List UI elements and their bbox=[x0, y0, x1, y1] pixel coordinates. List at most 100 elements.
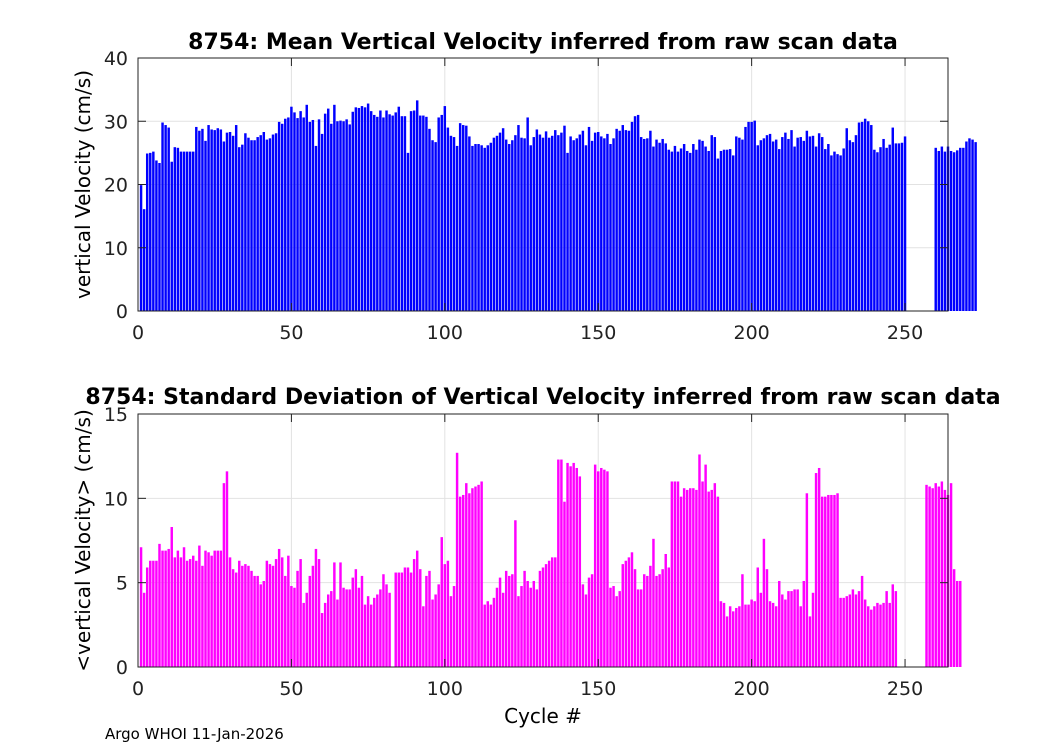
bar bbox=[728, 606, 732, 667]
bar bbox=[661, 569, 664, 667]
bar bbox=[327, 108, 330, 311]
bar bbox=[198, 545, 201, 667]
bar bbox=[882, 138, 885, 311]
bar bbox=[256, 575, 259, 667]
bar bbox=[774, 606, 778, 667]
bar bbox=[253, 140, 256, 311]
bar bbox=[504, 570, 508, 667]
bar bbox=[342, 587, 345, 667]
bar bbox=[139, 547, 143, 667]
bar bbox=[541, 137, 545, 311]
bar bbox=[897, 143, 901, 311]
bar bbox=[587, 577, 591, 667]
bar bbox=[716, 158, 720, 311]
bar bbox=[268, 564, 272, 667]
bar bbox=[394, 112, 397, 312]
bar bbox=[808, 136, 812, 311]
bar bbox=[351, 577, 354, 667]
bar bbox=[259, 135, 262, 311]
bar bbox=[379, 589, 382, 667]
bar bbox=[529, 145, 532, 311]
bar bbox=[290, 586, 293, 667]
bar bbox=[446, 560, 450, 667]
bar bbox=[265, 560, 269, 667]
bar bbox=[244, 133, 247, 311]
x-axis-label: Cycle # bbox=[504, 704, 582, 728]
bar bbox=[903, 136, 907, 311]
bar bbox=[652, 538, 655, 667]
bar bbox=[477, 484, 480, 667]
bar bbox=[891, 127, 894, 311]
bar bbox=[710, 489, 713, 667]
bar bbox=[253, 575, 256, 667]
bar bbox=[142, 592, 146, 667]
bar bbox=[277, 548, 281, 667]
bar bbox=[425, 575, 428, 667]
bar bbox=[185, 151, 189, 311]
y-axis-label: vertical Velocity (cm/s) bbox=[71, 70, 95, 299]
bar bbox=[621, 125, 624, 311]
bar bbox=[833, 151, 836, 311]
bar bbox=[965, 141, 968, 311]
bar bbox=[458, 123, 462, 312]
bar bbox=[465, 483, 468, 667]
bar bbox=[744, 126, 747, 311]
bar bbox=[738, 606, 741, 667]
bar bbox=[732, 155, 735, 311]
bar bbox=[768, 601, 772, 667]
bar bbox=[934, 147, 937, 311]
x-tick-label: 0 bbox=[132, 678, 144, 700]
bar bbox=[876, 152, 879, 311]
bar bbox=[943, 489, 947, 667]
bar bbox=[504, 139, 508, 311]
bar bbox=[590, 574, 594, 667]
bar bbox=[299, 559, 302, 667]
bar bbox=[234, 572, 238, 667]
bar bbox=[145, 153, 149, 311]
bar bbox=[458, 496, 462, 667]
bar bbox=[480, 481, 483, 667]
y-tick-label: 0 bbox=[116, 301, 128, 323]
bar bbox=[879, 147, 882, 311]
bar bbox=[394, 572, 397, 667]
bar bbox=[357, 107, 361, 311]
bar bbox=[615, 596, 618, 667]
bar bbox=[676, 151, 680, 311]
bar bbox=[514, 520, 517, 667]
bar bbox=[836, 493, 839, 667]
y-tick-label: 5 bbox=[116, 573, 128, 595]
bar bbox=[741, 139, 744, 311]
bar bbox=[581, 130, 585, 311]
bar bbox=[437, 584, 440, 667]
bar bbox=[830, 155, 833, 311]
bar-series bbox=[139, 100, 977, 312]
bar bbox=[888, 144, 891, 311]
bar bbox=[366, 103, 370, 311]
bar bbox=[161, 550, 164, 667]
bar bbox=[231, 135, 235, 311]
bar bbox=[851, 142, 855, 311]
bar bbox=[152, 151, 155, 311]
bar bbox=[431, 599, 434, 667]
y-tick-label: 40 bbox=[104, 48, 128, 70]
bar bbox=[689, 152, 692, 311]
bar bbox=[793, 146, 796, 311]
bar bbox=[820, 137, 824, 311]
bar bbox=[805, 493, 809, 667]
bar bbox=[839, 597, 842, 667]
bar bbox=[354, 569, 358, 667]
bar bbox=[667, 149, 671, 311]
bar bbox=[339, 562, 342, 667]
bar bbox=[170, 161, 173, 311]
bar bbox=[848, 594, 852, 667]
bar bbox=[483, 604, 486, 667]
bar bbox=[854, 135, 858, 311]
chart-title: 8754: Standard Deviation of Vertical Vel… bbox=[85, 385, 1000, 410]
bar bbox=[554, 130, 557, 311]
bar bbox=[747, 604, 750, 667]
bar bbox=[495, 587, 499, 667]
y-tick-label: 10 bbox=[104, 488, 128, 510]
bar bbox=[569, 466, 572, 667]
bar bbox=[952, 569, 956, 667]
bar bbox=[204, 550, 207, 667]
